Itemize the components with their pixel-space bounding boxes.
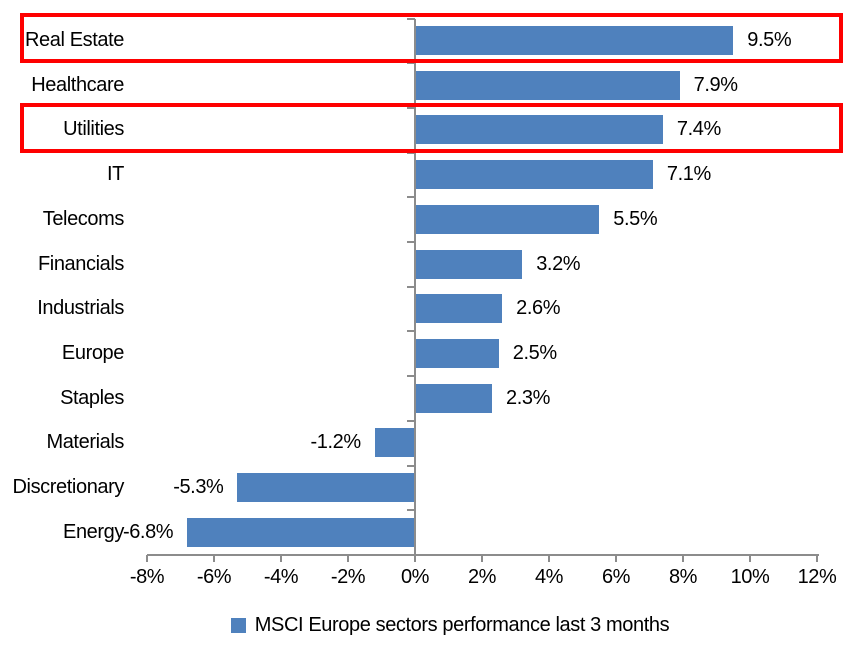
- x-tick-label: 0%: [400, 566, 430, 588]
- category-label: Energy: [63, 520, 124, 543]
- x-tick-label: 2%: [467, 566, 497, 588]
- x-axis-tick: [481, 555, 483, 562]
- bar: [416, 160, 653, 190]
- category-label: Staples: [60, 386, 124, 409]
- bar-value-label: 7.9%: [693, 73, 738, 96]
- category-axis-tick: [407, 419, 415, 422]
- category-label: Europe: [61, 341, 124, 364]
- bar: [416, 383, 493, 413]
- category-axis-tick: [407, 196, 415, 199]
- x-tick-label: -2%: [330, 566, 366, 588]
- x-tick-label: 8%: [668, 566, 698, 588]
- x-tick-label: -6%: [196, 566, 232, 588]
- value-axis: [414, 18, 416, 555]
- x-tick-label: 10%: [730, 566, 770, 588]
- legend: MSCI Europe sectors performance last 3 m…: [48, 611, 852, 639]
- bar: [416, 115, 663, 145]
- bar: [416, 204, 600, 234]
- x-tick-label: 6%: [601, 566, 631, 588]
- category-axis-tick: [407, 375, 415, 378]
- x-axis-tick: [280, 555, 282, 562]
- x-tick-label: 4%: [534, 566, 564, 588]
- bar-value-label: 3.2%: [536, 252, 581, 275]
- category-label: Utilities: [63, 118, 124, 141]
- bar-value-label: -5.3%: [173, 476, 224, 499]
- bar-value-label: 9.5%: [747, 29, 792, 51]
- bar: [187, 517, 414, 547]
- bar-value-label: -1.2%: [310, 431, 362, 454]
- x-axis-tick: [414, 555, 416, 562]
- legend-square-icon: [230, 617, 246, 633]
- x-tick-label: 12%: [797, 566, 837, 588]
- category-axis-tick: [407, 554, 415, 556]
- x-axis-tick: [213, 555, 215, 562]
- bar: [416, 338, 499, 368]
- category-axis-tick: [407, 151, 415, 154]
- category-label: Healthcare: [31, 73, 124, 96]
- category-axis: [147, 554, 819, 556]
- category-label: Materials: [46, 431, 124, 454]
- category-axis-tick: [407, 464, 415, 467]
- x-axis-tick: [682, 555, 684, 562]
- category-axis-tick: [407, 509, 415, 512]
- bar-value-label: 2.5%: [512, 341, 557, 364]
- x-axis-tick: [347, 555, 349, 562]
- category-axis-tick: [407, 17, 415, 20]
- x-tick-label: -4%: [263, 566, 299, 588]
- x-tick-label: -8%: [129, 566, 165, 588]
- bar: [416, 26, 734, 55]
- x-axis-tick: [548, 555, 550, 562]
- bar-value-label: 2.3%: [506, 386, 551, 409]
- category-axis-tick: [407, 62, 415, 65]
- legend-label: MSCI Europe sectors performance last 3 m…: [254, 613, 670, 636]
- category-axis-tick: [407, 241, 415, 244]
- bar-value-label: 7.1%: [666, 163, 711, 186]
- bar: [416, 70, 680, 100]
- bar: [416, 249, 523, 279]
- bar-value-label: 5.5%: [613, 207, 658, 230]
- x-axis-tick: [749, 555, 751, 562]
- x-axis-tick: [146, 555, 148, 562]
- category-label: Financials: [37, 252, 124, 275]
- category-label: Real Estate: [25, 29, 124, 51]
- x-axis-tick: [816, 555, 818, 562]
- bar: [237, 473, 414, 503]
- bar-value-label: 7.4%: [676, 118, 721, 141]
- category-label: Industrials: [37, 297, 124, 320]
- category-axis-tick: [407, 285, 415, 288]
- category-axis-tick: [407, 330, 415, 333]
- category-label: Telecoms: [42, 207, 125, 230]
- bar-value-label: 2.6%: [516, 297, 561, 320]
- bar: [374, 428, 414, 458]
- bar-value-label: -6.8%: [122, 520, 174, 543]
- x-axis-tick: [615, 555, 617, 562]
- category-label: Discretionary: [12, 476, 125, 499]
- bar: [416, 294, 503, 324]
- category-axis-tick: [407, 106, 415, 109]
- category-label: IT: [107, 163, 124, 186]
